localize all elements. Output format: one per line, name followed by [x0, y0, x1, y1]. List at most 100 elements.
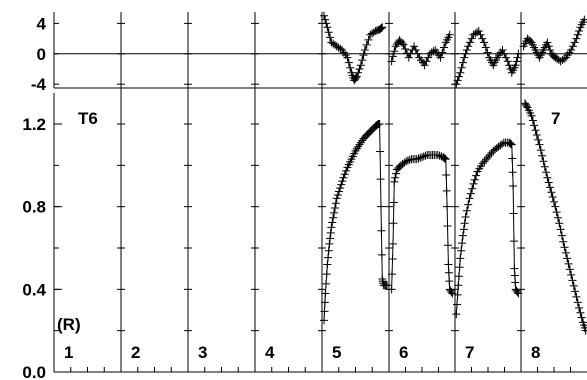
- residual-marker-panel-6: [420, 61, 429, 70]
- series-marker-panel-7: [507, 140, 516, 149]
- series-marker-panel-8: [567, 270, 576, 279]
- series-marker-panel-6: [388, 239, 397, 248]
- series-marker-panel-7: [482, 155, 491, 164]
- series-marker-panel-8: [556, 225, 565, 234]
- residual-marker-panel-7: [478, 34, 487, 43]
- residual-marker-panel-6: [438, 48, 447, 57]
- residual-marker-panel-5: [359, 51, 368, 60]
- series-marker-panel-6: [440, 154, 449, 163]
- series-marker-panel-7: [469, 179, 478, 188]
- residual-marker-panel-7: [456, 68, 465, 77]
- main-y-tick-label: 0.0: [22, 363, 46, 380]
- series-marker-panel-6: [443, 221, 452, 230]
- series-marker-panel-5: [325, 239, 334, 248]
- series-marker-panel-7: [455, 263, 464, 272]
- residual-marker-panel-8: [580, 15, 587, 24]
- series-marker-panel-8: [535, 140, 544, 149]
- series-marker-panel-7: [461, 213, 470, 221]
- residual-marker-panel-5: [343, 53, 352, 62]
- series-marker-panel-8: [542, 168, 551, 177]
- series-marker-panel-8: [559, 237, 568, 246]
- series-marker-panel-5: [320, 316, 329, 325]
- top-y-tick-label: 0: [37, 45, 46, 64]
- series-marker-panel-5: [328, 218, 337, 227]
- series-marker-panel-7: [456, 254, 465, 263]
- residual-marker-panel-6: [411, 46, 420, 54]
- series-marker-panel-8: [560, 243, 569, 252]
- series-marker-panel-6: [442, 186, 451, 195]
- series-marker-panel-8: [564, 259, 573, 268]
- residual-marker-panel-5: [354, 68, 363, 77]
- series-marker-panel-6: [414, 154, 423, 163]
- series-marker-panel-5: [382, 281, 391, 290]
- series-marker-panel-8: [530, 121, 539, 130]
- series-marker-panel-6: [443, 202, 452, 211]
- series-marker-panel-5: [337, 180, 346, 189]
- residual-marker-panel-5: [360, 46, 369, 54]
- series-marker-panel-6: [421, 151, 430, 160]
- residual-marker-panel-5: [358, 56, 367, 65]
- series-marker-panel-7: [460, 219, 469, 228]
- series-marker-panel-8: [534, 135, 543, 144]
- residual-marker-panel-5: [336, 44, 345, 53]
- residual-marker-panel-8: [572, 34, 581, 43]
- residual-line-panel-5: [323, 15, 383, 82]
- residual-marker-panel-5: [376, 24, 385, 33]
- residual-marker-panel-8: [568, 42, 577, 51]
- residual-marker-panel-7: [476, 30, 485, 39]
- series-marker-panel-5: [356, 138, 365, 147]
- residual-marker-panel-7: [503, 57, 512, 66]
- series-marker-panel-6: [392, 169, 401, 178]
- series-marker-panel-7: [509, 182, 518, 190]
- residual-marker-panel-8: [575, 27, 584, 35]
- series-marker-panel-7: [454, 281, 463, 290]
- series-marker-panel-8: [543, 173, 552, 182]
- series-marker-panel-8: [563, 254, 572, 263]
- series-marker-panel-8: [540, 162, 549, 171]
- series-marker-panel-8: [539, 157, 548, 166]
- series-marker-panel-7: [506, 139, 514, 148]
- series-marker-panel-7: [510, 271, 519, 280]
- top-y-tick-label: -4: [31, 75, 47, 94]
- subpanel-number-label: 7: [465, 343, 474, 362]
- main-panel: 1.2 0.8 0.4 0.0 1 2 3 4 5 6 7 8: [22, 12, 587, 380]
- series-marker-panel-5: [334, 187, 343, 196]
- series-marker-panel-7: [510, 264, 519, 273]
- series-marker-panel-7: [454, 272, 463, 281]
- series-marker-panel-7: [484, 153, 492, 162]
- residual-marker-panel-6: [440, 43, 448, 52]
- main-y-tick-label: 0.4: [22, 280, 46, 299]
- series-marker-panel-8: [538, 151, 547, 160]
- residual-marker-panel-5: [322, 19, 331, 28]
- series-marker-panel-7: [458, 239, 467, 248]
- residual-marker-panel-5: [356, 61, 365, 70]
- series-marker-panel-5: [351, 146, 360, 155]
- series-marker-panel-5: [354, 142, 363, 151]
- series-marker-panel-8: [536, 146, 545, 155]
- series-marker-panel-7: [508, 168, 517, 177]
- series-marker-panel-5: [377, 226, 386, 235]
- series-marker-panel-5: [339, 173, 348, 182]
- series-marker-panel-7: [487, 148, 496, 157]
- series-marker-panel-8: [561, 248, 570, 257]
- residual-marker-panel-7: [462, 46, 471, 54]
- series-marker-panel-6: [418, 153, 426, 162]
- main-y-tick-label: 1.2: [22, 115, 46, 134]
- series-marker-panel-8: [569, 281, 578, 290]
- series-marker-panel-7: [478, 159, 487, 168]
- residual-marker-panel-7: [511, 61, 520, 70]
- residual-marker-panel-5: [355, 65, 364, 73]
- residual-marker-panel-7: [457, 63, 466, 72]
- residual-marker-panel-5: [320, 11, 329, 20]
- series-marker-panel-6: [412, 155, 421, 164]
- residual-marker-panel-8: [546, 46, 555, 54]
- series-marker-panel-6: [445, 277, 454, 286]
- residual-marker-panel-7: [502, 53, 511, 62]
- series-line-panel-6: [391, 154, 453, 294]
- series-marker-panel-6: [442, 170, 451, 179]
- series-marker-panel-6: [389, 219, 398, 228]
- series-marker-panel-8: [551, 202, 560, 211]
- residual-marker-panel-6: [403, 49, 412, 58]
- series-marker-panel-7: [509, 237, 518, 246]
